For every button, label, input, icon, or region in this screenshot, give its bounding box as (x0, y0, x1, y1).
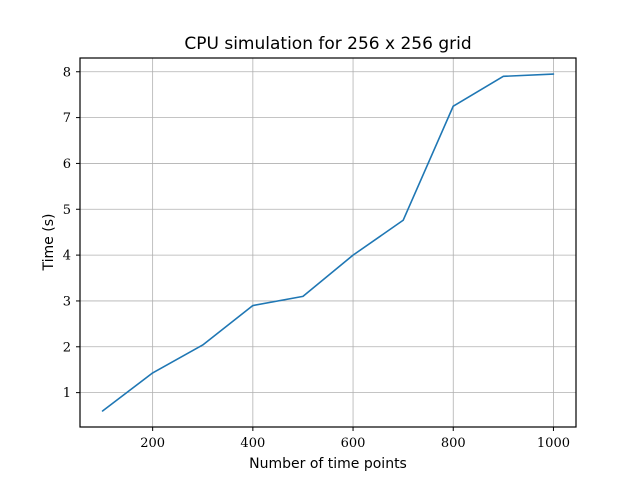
y-axis-ticks: 1 2 3 4 5 6 7 8 (63, 65, 80, 401)
y-tick-label: 5 (63, 203, 71, 218)
y-tick-label: 1 (63, 386, 71, 401)
x-axis-ticks: 200 400 600 800 1000 (140, 427, 570, 451)
x-tick-label: 400 (240, 436, 265, 451)
y-axis-label: Time (s) (41, 214, 57, 272)
y-tick-label: 2 (63, 340, 71, 355)
x-tick-label: 800 (441, 436, 466, 451)
plot-frame (79, 57, 577, 428)
x-tick-label: 200 (140, 436, 165, 451)
series-line-0 (101, 73, 555, 412)
x-tick-label: 600 (341, 436, 366, 451)
x-tick-label: 1000 (537, 436, 570, 451)
x-axis-label: Number of time points (249, 456, 407, 472)
series-layer (101, 73, 555, 412)
y-tick-label: 4 (63, 249, 71, 264)
chart-title: CPU simulation for 256 x 256 grid (184, 34, 471, 54)
y-tick-label: 3 (63, 294, 71, 309)
y-tick-label: 8 (63, 65, 71, 80)
y-tick-label: 6 (63, 157, 71, 172)
y-tick-label: 7 (63, 111, 71, 126)
grid-lines (80, 58, 576, 427)
